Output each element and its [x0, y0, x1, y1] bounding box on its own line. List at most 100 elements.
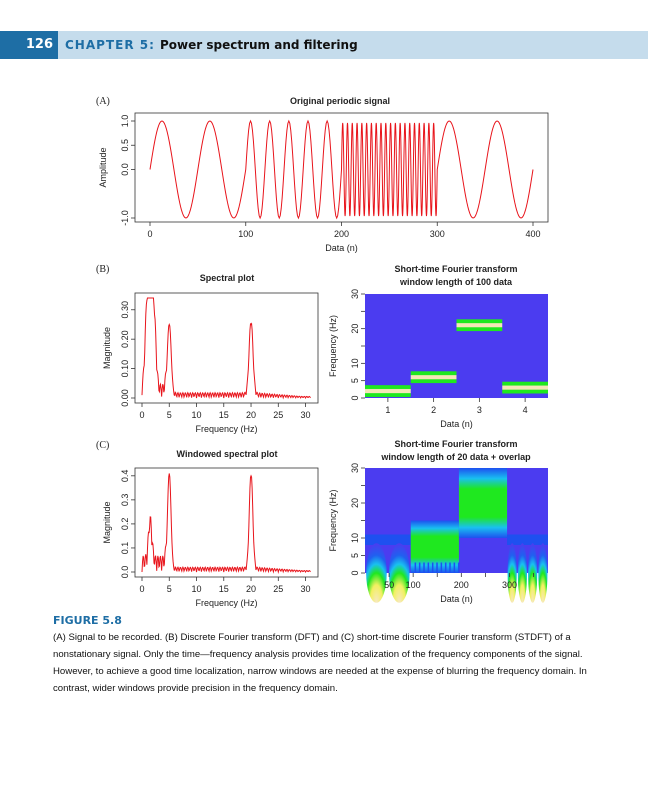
- region-mid-stripe: [436, 562, 438, 573]
- region-mid-stripe: [423, 562, 425, 573]
- x-tick-label: 10: [192, 584, 202, 594]
- region-mid-stripe: [444, 562, 447, 573]
- heatmap-band: [456, 319, 503, 332]
- chart-stft-20: 50 100 200 300 0 5 10 20 30 Data (n) Frequency (Hz…: [328, 439, 548, 604]
- x-tick-label: 2: [431, 405, 436, 415]
- region-mid-stripe: [431, 562, 434, 573]
- y-tick-label: 0.4: [120, 470, 130, 483]
- x-axis-label: Frequency (Hz): [195, 424, 257, 434]
- y-tick-label: 0.5: [120, 139, 130, 152]
- region-low-2-blob: [538, 543, 548, 603]
- panel-label: (A): [96, 96, 110, 107]
- plot-frame: [134, 467, 319, 578]
- x-tick-label: 4: [523, 405, 528, 415]
- chart-original-signal: 0 100 200 300 400 -1.0 0.0 0.5 1.0 Data (n) Amplit…: [96, 96, 549, 253]
- region-mid-band: [410, 520, 459, 573]
- x-axis-label: Data (n): [325, 243, 358, 253]
- x-tick-label: 0: [147, 229, 152, 239]
- x-tick-label: 10: [192, 410, 202, 420]
- x-tick-label: 3: [477, 405, 482, 415]
- heatmap-band: [410, 371, 457, 384]
- x-tick-label: 100: [238, 229, 253, 239]
- x-tick-label: 5: [167, 584, 172, 594]
- x-tick-label: 0: [139, 584, 144, 594]
- figure-caption-text: (A) Signal to be recorded. (B) Discrete …: [53, 632, 587, 694]
- y-tick-label: 30: [350, 463, 360, 473]
- y-tick-label: 0.0: [120, 163, 130, 176]
- y-axis-label: Frequency (Hz): [328, 489, 338, 551]
- x-tick-label: 30: [301, 410, 311, 420]
- y-tick-label: 0.3: [120, 494, 130, 507]
- x-tick-label: 20: [246, 584, 256, 594]
- y-tick-label: 0: [350, 570, 360, 575]
- x-tick-label: 15: [219, 584, 229, 594]
- region-low-1-blob: [389, 543, 410, 603]
- x-tick-label: 300: [502, 580, 517, 590]
- x-tick-label: 200: [334, 229, 349, 239]
- x-axis-label: Frequency (Hz): [195, 598, 257, 608]
- x-tick-label: 20: [246, 410, 256, 420]
- region-mid-stripe: [453, 562, 456, 573]
- signal-line: [149, 119, 534, 220]
- y-tick-label: 1.0: [120, 115, 130, 128]
- chapter-label: CHAPTER 5:: [65, 38, 155, 52]
- x-tick-label: 300: [430, 229, 445, 239]
- region-low-1-blob: [366, 543, 387, 603]
- y-tick-label: 0.0: [120, 566, 130, 579]
- y-tick-label: 5: [350, 378, 360, 383]
- y-tick-label: 0.00: [120, 389, 130, 407]
- y-tick-label: 0.1: [120, 542, 130, 555]
- y-axis-label: Amplitude: [98, 147, 108, 187]
- y-tick-label: 0.30: [120, 301, 130, 319]
- chart-spectral-plot: 0 5 10 15 20 25 30 0.00 0.10 0.20 0.30 Frequency (H…: [96, 264, 319, 434]
- running-header: 126 CHAPTER 5: Power spectrum and filter…: [0, 31, 648, 59]
- chart-title: Short-time Fourier transform: [394, 439, 517, 449]
- region-mid-stripe: [440, 562, 443, 573]
- x-tick-label: 1: [385, 405, 390, 415]
- x-tick-label: 0: [139, 410, 144, 420]
- region-high-band: [458, 468, 508, 538]
- heatmap-band: [502, 381, 548, 394]
- spectrum-line: [141, 473, 311, 574]
- x-tick-label: 5: [167, 410, 172, 420]
- x-tick-label: 200: [454, 580, 469, 590]
- chapter-title: Power spectrum and filtering: [160, 38, 358, 52]
- region-low-2-band: [507, 534, 548, 545]
- chart-subtitle: window length of 20 data + overlap: [380, 452, 531, 462]
- y-tick-label: 0.20: [120, 330, 130, 348]
- region-low-2-blob: [528, 543, 538, 603]
- page-number-box: 126: [0, 31, 58, 59]
- x-axis-label: Data (n): [440, 419, 473, 429]
- page-number: 126: [25, 37, 53, 52]
- chart-stft-100: 1 2 3 4 0 5 10 20 30 Data (n) Frequency (Hz) Short-…: [328, 264, 548, 429]
- region-mid-stripe: [449, 562, 451, 573]
- region-mid-stripe: [418, 562, 421, 573]
- plot-frame: [134, 292, 319, 404]
- x-tick-label: 25: [273, 410, 283, 420]
- y-tick-label: -1.0: [120, 210, 130, 226]
- y-axis-label: Frequency (Hz): [328, 315, 338, 377]
- chart-title: Original periodic signal: [290, 96, 390, 106]
- x-tick-label: 100: [406, 580, 421, 590]
- x-tick-label: 400: [525, 229, 540, 239]
- x-tick-label: 15: [219, 410, 229, 420]
- region-low-2-blob: [517, 543, 528, 603]
- y-tick-label: 30: [350, 289, 360, 299]
- y-tick-label: 20: [350, 324, 360, 334]
- x-tick-label: 30: [301, 584, 311, 594]
- chart-title: Short-time Fourier transform: [394, 264, 517, 274]
- chart-subtitle: window length of 100 data: [399, 277, 513, 287]
- panel-label: (C): [96, 440, 109, 451]
- y-tick-label: 10: [350, 533, 360, 543]
- y-axis-label: Magnitude: [102, 327, 112, 369]
- chart-title: Windowed spectral plot: [177, 449, 278, 459]
- figure-caption-title: FIGURE 5.8: [53, 614, 122, 627]
- panel-label: (B): [96, 264, 109, 275]
- y-tick-label: 10: [350, 358, 360, 368]
- y-tick-label: 5: [350, 553, 360, 558]
- x-axis-label: Data (n): [440, 594, 473, 604]
- y-tick-label: 0.2: [120, 518, 130, 531]
- y-tick-label: 0.10: [120, 360, 130, 378]
- region-mid-stripe: [427, 562, 430, 573]
